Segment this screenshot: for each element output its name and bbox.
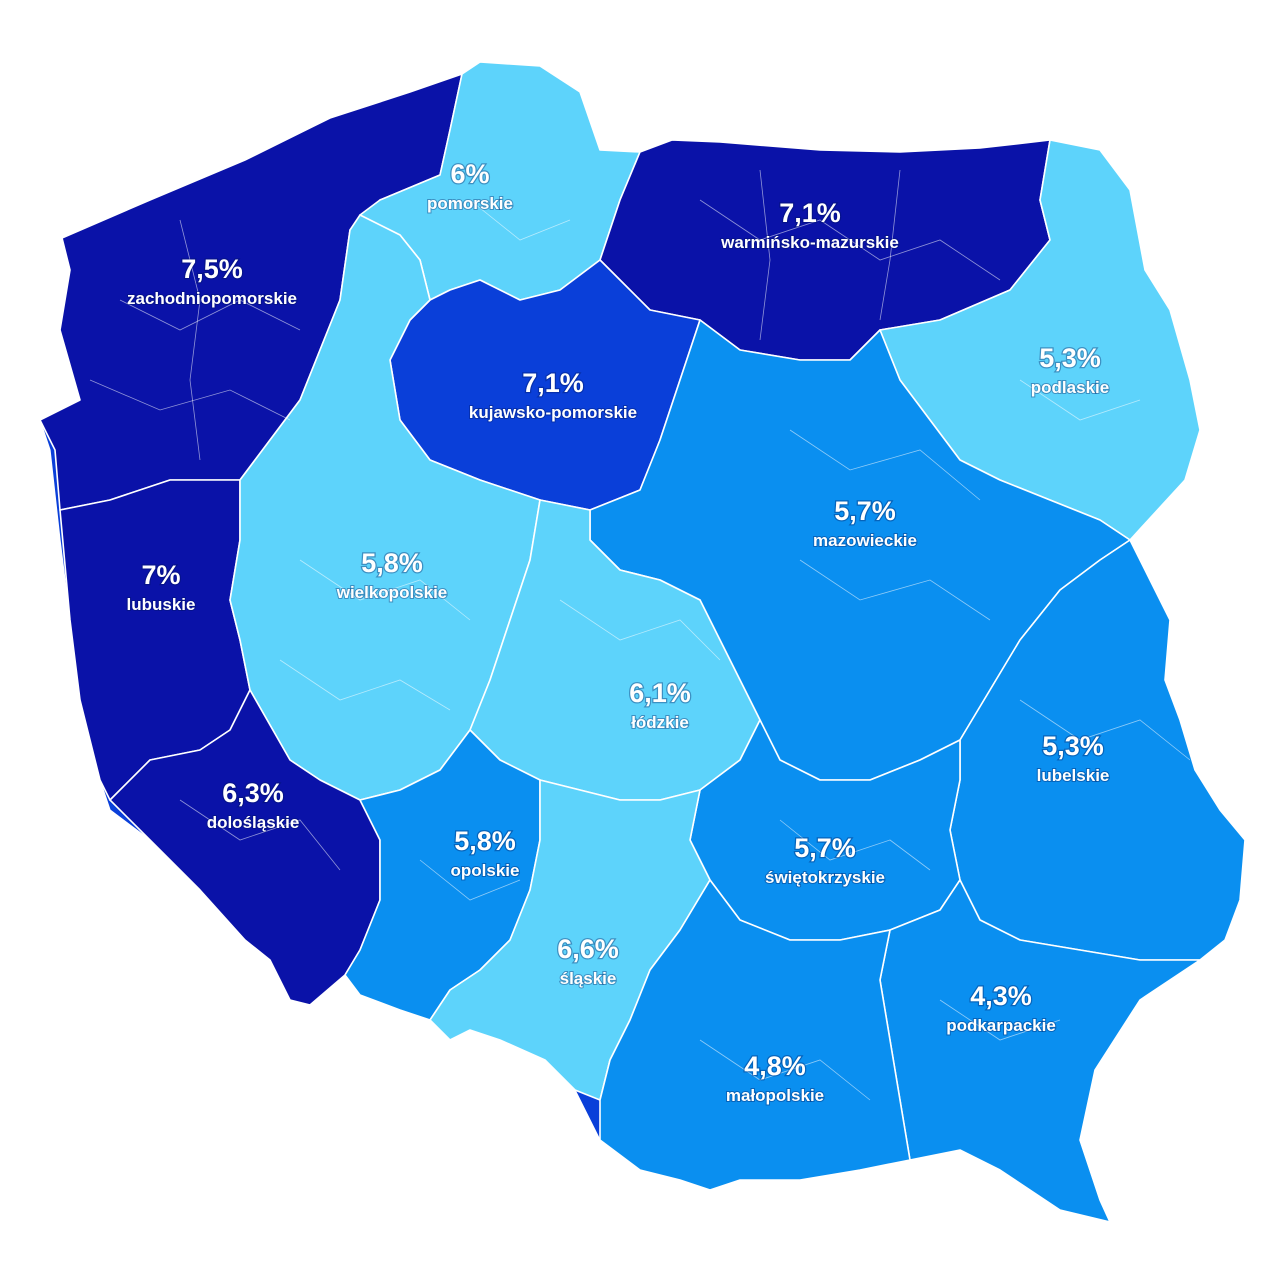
region-malopolskie[interactable] bbox=[599, 879, 911, 1191]
label-name-mazowieckie: mazowieckie bbox=[813, 531, 917, 550]
label-name-malopolskie: małopolskie bbox=[726, 1086, 824, 1105]
label-name-opolskie: opolskie bbox=[451, 861, 520, 880]
label-value-mazowieckie: 5,7% bbox=[834, 496, 896, 526]
label-value-lubuskie: 7% bbox=[141, 560, 180, 590]
label-value-opolskie: 5,8% bbox=[454, 826, 516, 856]
label-value-podkarpackie: 4,3% bbox=[970, 981, 1032, 1011]
label-value-wielkopolskie: 5,8% bbox=[361, 548, 423, 578]
label-name-kujawsko-pomorskie: kujawsko-pomorskie bbox=[469, 403, 637, 422]
label-name-wielkopolskie: wielkopolskie bbox=[336, 583, 448, 602]
label-value-swietokrzyskie: 5,7% bbox=[794, 833, 856, 863]
region-slaskie[interactable] bbox=[429, 779, 711, 1101]
label-name-pomorskie: pomorskie bbox=[427, 194, 513, 213]
label-name-zachodniopomorskie: zachodniopomorskie bbox=[127, 289, 297, 308]
label-name-podlaskie: podlaskie bbox=[1031, 378, 1109, 397]
label-name-swietokrzyskie: świętokrzyskie bbox=[765, 868, 885, 887]
label-value-lubelskie: 5,3% bbox=[1042, 731, 1104, 761]
county-borders bbox=[89, 169, 1191, 1101]
label-name-lodzkie: łódzkie bbox=[631, 713, 689, 732]
label-value-podlaskie: 5,3% bbox=[1039, 343, 1101, 373]
label-name-dolnoslaskie: dolośląskie bbox=[207, 813, 300, 832]
label-value-malopolskie: 4,8% bbox=[744, 1051, 806, 1081]
label-value-kujawsko-pomorskie: 7,1% bbox=[522, 368, 584, 398]
label-name-podkarpackie: podkarpackie bbox=[946, 1016, 1056, 1035]
label-value-dolnoslaskie: 6,3% bbox=[222, 778, 284, 808]
label-value-pomorskie: 6% bbox=[450, 159, 489, 189]
label-value-lodzkie: 6,1% bbox=[629, 678, 691, 708]
label-name-warminsko-mazurskie: warmińsko-mazurskie bbox=[720, 233, 899, 252]
label-value-warminsko-mazurskie: 7,1% bbox=[779, 198, 841, 228]
label-value-zachodniopomorskie: 7,5% bbox=[181, 254, 243, 284]
label-name-lubelskie: lubelskie bbox=[1037, 766, 1110, 785]
label-name-slaskie: śląskie bbox=[560, 969, 617, 988]
label-value-slaskie: 6,6% bbox=[557, 934, 619, 964]
label-name-lubuskie: lubuskie bbox=[127, 595, 196, 614]
region-labels: 7,5% zachodniopomorskie 6% pomorskie 7,1% war… bbox=[126, 158, 1111, 1106]
